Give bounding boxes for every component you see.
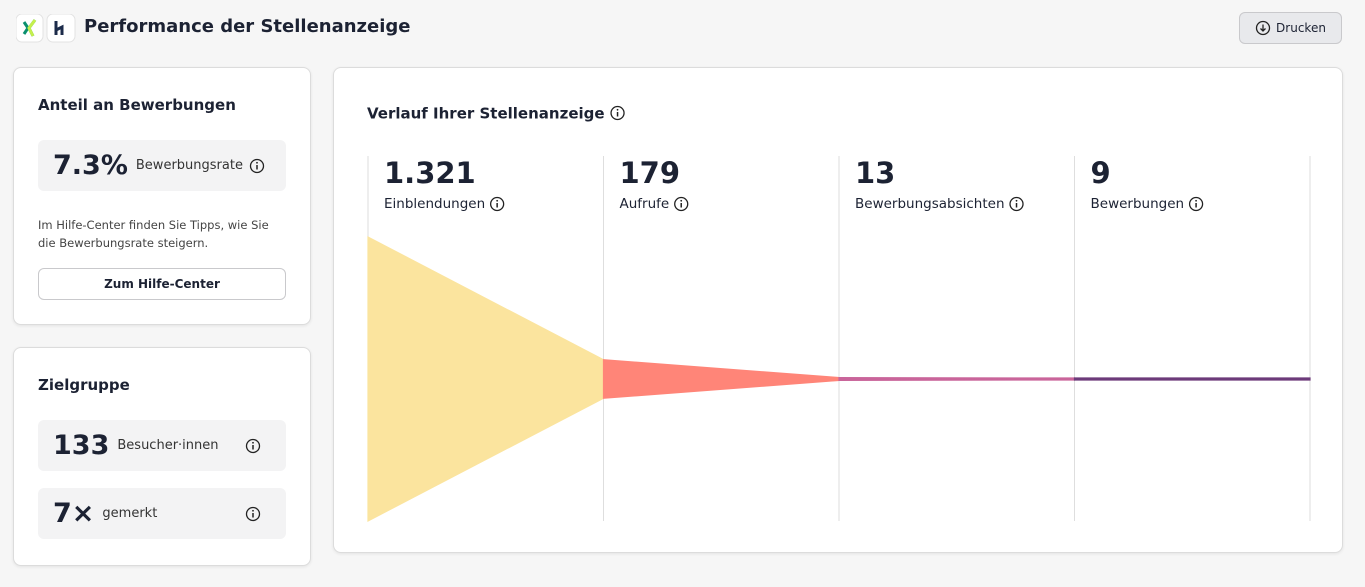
stage-label: Einblendungen xyxy=(384,196,485,212)
stage-value: 1.321 xyxy=(384,156,476,190)
stage-value: 9 xyxy=(1091,156,1111,190)
card-title: Zielgruppe xyxy=(38,376,130,394)
info-icon-dot xyxy=(680,199,683,202)
print-label: Drucken xyxy=(1276,21,1326,35)
info-icon[interactable] xyxy=(249,158,265,174)
info-icon[interactable] xyxy=(610,105,625,121)
funnel-chart: Verlauf Ihrer Stellenanzeige 1.321 Einble… xyxy=(367,105,1311,522)
info-icon[interactable] xyxy=(1188,196,1204,212)
help-button[interactable]: Zum Hilfe-Center xyxy=(38,268,286,300)
stage-label: Bewerbungsabsichten xyxy=(855,196,1005,212)
logos xyxy=(16,14,76,43)
stage-value: 13 xyxy=(855,156,895,190)
chart-title: Verlauf Ihrer Stellenanzeige xyxy=(367,105,605,123)
stat-box: 133 Besucher·innen xyxy=(38,420,286,471)
rate-caption: Bewerbungsrate xyxy=(135,158,243,173)
chart-card: Verlauf Ihrer Stellenanzeige 1.321 Einble… xyxy=(333,67,1343,553)
funnel-segment xyxy=(367,236,605,522)
info-icon-dot xyxy=(496,199,499,202)
funnel-segment xyxy=(602,359,840,399)
card-title: Anteil an Bewerbungen xyxy=(38,96,236,114)
funnel-segment xyxy=(1073,377,1311,381)
audience-card: Zielgruppe 133 Besucher·innen 7× gemerkt xyxy=(13,347,311,566)
stat-caption: Besucher·innen xyxy=(117,438,219,453)
stage-label: Bewerbungen xyxy=(1091,196,1185,212)
info-icon[interactable] xyxy=(245,506,261,522)
share-card: Anteil an Bewerbungen 7.3% Bewerbungsrat… xyxy=(13,67,311,325)
page-title: Performance der Stellenanzeige xyxy=(84,16,411,37)
rate-value: 7.3% xyxy=(53,150,128,181)
info-icon-dot xyxy=(616,108,619,111)
stage-value: 179 xyxy=(620,156,681,190)
info-icon-dot xyxy=(1195,199,1197,202)
stat-value: 7× xyxy=(53,498,95,529)
info-icon[interactable] xyxy=(489,196,505,212)
help-text: Im Hilfe-Center finden Sie Tipps, wie Si… xyxy=(38,218,269,250)
info-icon[interactable] xyxy=(674,196,689,212)
stat-box: 7× gemerkt xyxy=(38,488,286,539)
funnel-segment xyxy=(838,377,1076,381)
info-icon[interactable] xyxy=(245,438,261,454)
rate-box: 7.3% Bewerbungsrate xyxy=(38,140,286,191)
stat-caption: gemerkt xyxy=(102,506,158,521)
stage-label: Aufrufe xyxy=(620,196,670,212)
info-icon[interactable] xyxy=(1009,196,1024,212)
print-button[interactable]: Drucken xyxy=(1239,12,1342,44)
info-icon-dot xyxy=(1015,199,1018,202)
stat-value: 133 xyxy=(53,430,110,461)
download-icon xyxy=(1255,20,1271,36)
